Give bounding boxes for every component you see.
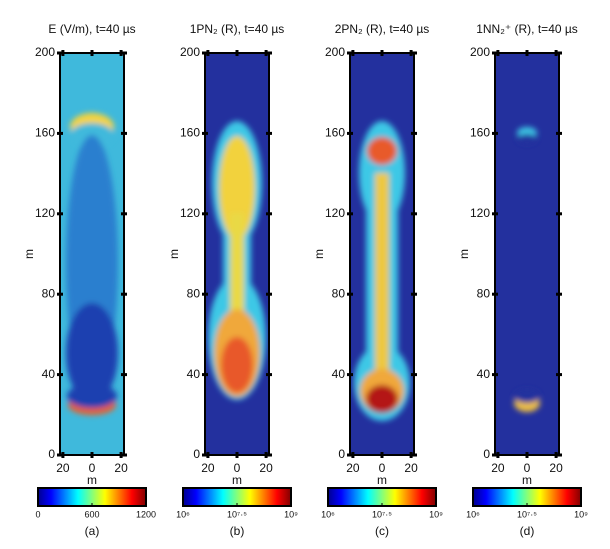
heatmap-field <box>60 53 124 455</box>
heatmap-field <box>495 53 559 455</box>
y-tick-label: 200 <box>35 45 55 59</box>
colorbar-tick-label: 10⁶ <box>176 509 190 519</box>
panel-title: 2PN₂ (R), t=40 µs <box>335 22 430 36</box>
x-axis-label: m <box>87 473 97 487</box>
colorbar-tick-label: 10⁶ <box>466 509 480 519</box>
y-axis-label: m <box>167 249 181 259</box>
x-tick-label: 0 <box>89 461 96 475</box>
y-tick-label: 0 <box>193 447 200 461</box>
x-tick-label: 0 <box>234 461 241 475</box>
x-tick-label: 20 <box>56 461 70 475</box>
x-tick-label: 20 <box>491 461 505 475</box>
y-tick-label: 160 <box>180 126 200 140</box>
panel-title: 1NN₂⁺ (R), t=40 µs <box>476 22 578 36</box>
heatmap-field <box>205 53 269 455</box>
y-tick-label: 0 <box>48 447 55 461</box>
y-tick-label: 80 <box>332 286 346 300</box>
y-tick-label: 80 <box>477 286 491 300</box>
y-axis-label: m <box>312 249 326 259</box>
x-tick-label: 0 <box>524 461 531 475</box>
y-tick-label: 120 <box>35 206 55 220</box>
x-tick-label: 20 <box>259 461 273 475</box>
x-tick-label: 20 <box>201 461 215 475</box>
panel-caption: (c) <box>375 524 389 538</box>
y-tick-label: 120 <box>180 206 200 220</box>
x-axis-label: m <box>377 473 387 487</box>
y-tick-label: 160 <box>325 126 345 140</box>
colorbar-tick-label: 10⁷·⁵ <box>517 509 537 519</box>
y-tick-label: 0 <box>483 447 490 461</box>
colorbar-tick-label: 10⁹ <box>284 509 298 519</box>
colorbar-tick-label: 10⁹ <box>574 509 588 519</box>
y-tick-label: 40 <box>332 367 346 381</box>
colorbar-tick-label: 600 <box>84 509 99 519</box>
panel-title: 1PN₂ (R), t=40 µs <box>190 22 285 36</box>
x-tick-label: 20 <box>346 461 360 475</box>
y-axis-label: m <box>457 249 471 259</box>
colorbar-tick-label: 0 <box>35 509 40 519</box>
panel-caption: (a) <box>85 524 100 538</box>
colorbar-tick-label: 10⁹ <box>429 509 443 519</box>
y-axis-label: m <box>22 249 36 259</box>
y-tick-label: 120 <box>325 206 345 220</box>
y-tick-label: 40 <box>187 367 201 381</box>
y-tick-label: 200 <box>470 45 490 59</box>
colorbar-tick-label: 1200 <box>136 509 156 519</box>
y-tick-label: 120 <box>470 206 490 220</box>
heatmap-field <box>350 53 414 455</box>
y-tick-label: 40 <box>477 367 491 381</box>
x-axis-label: m <box>522 473 532 487</box>
panel-caption: (b) <box>230 524 245 538</box>
colorbar-tick-label: 10⁷·⁵ <box>227 509 247 519</box>
y-tick-label: 160 <box>470 126 490 140</box>
y-tick-label: 200 <box>325 45 345 59</box>
y-tick-label: 40 <box>42 367 56 381</box>
x-tick-label: 20 <box>404 461 418 475</box>
y-tick-label: 160 <box>35 126 55 140</box>
x-tick-label: 20 <box>114 461 128 475</box>
x-tick-label: 0 <box>379 461 386 475</box>
y-tick-label: 200 <box>180 45 200 59</box>
y-tick-label: 0 <box>338 447 345 461</box>
x-tick-label: 20 <box>549 461 563 475</box>
panel-caption: (d) <box>520 524 535 538</box>
colorbar-tick-label: 10⁷·⁵ <box>372 509 392 519</box>
panel-title: E (V/m), t=40 µs <box>48 22 135 36</box>
y-tick-label: 80 <box>187 286 201 300</box>
colorbar-tick-label: 10⁶ <box>321 509 335 519</box>
y-tick-label: 80 <box>42 286 56 300</box>
x-axis-label: m <box>232 473 242 487</box>
